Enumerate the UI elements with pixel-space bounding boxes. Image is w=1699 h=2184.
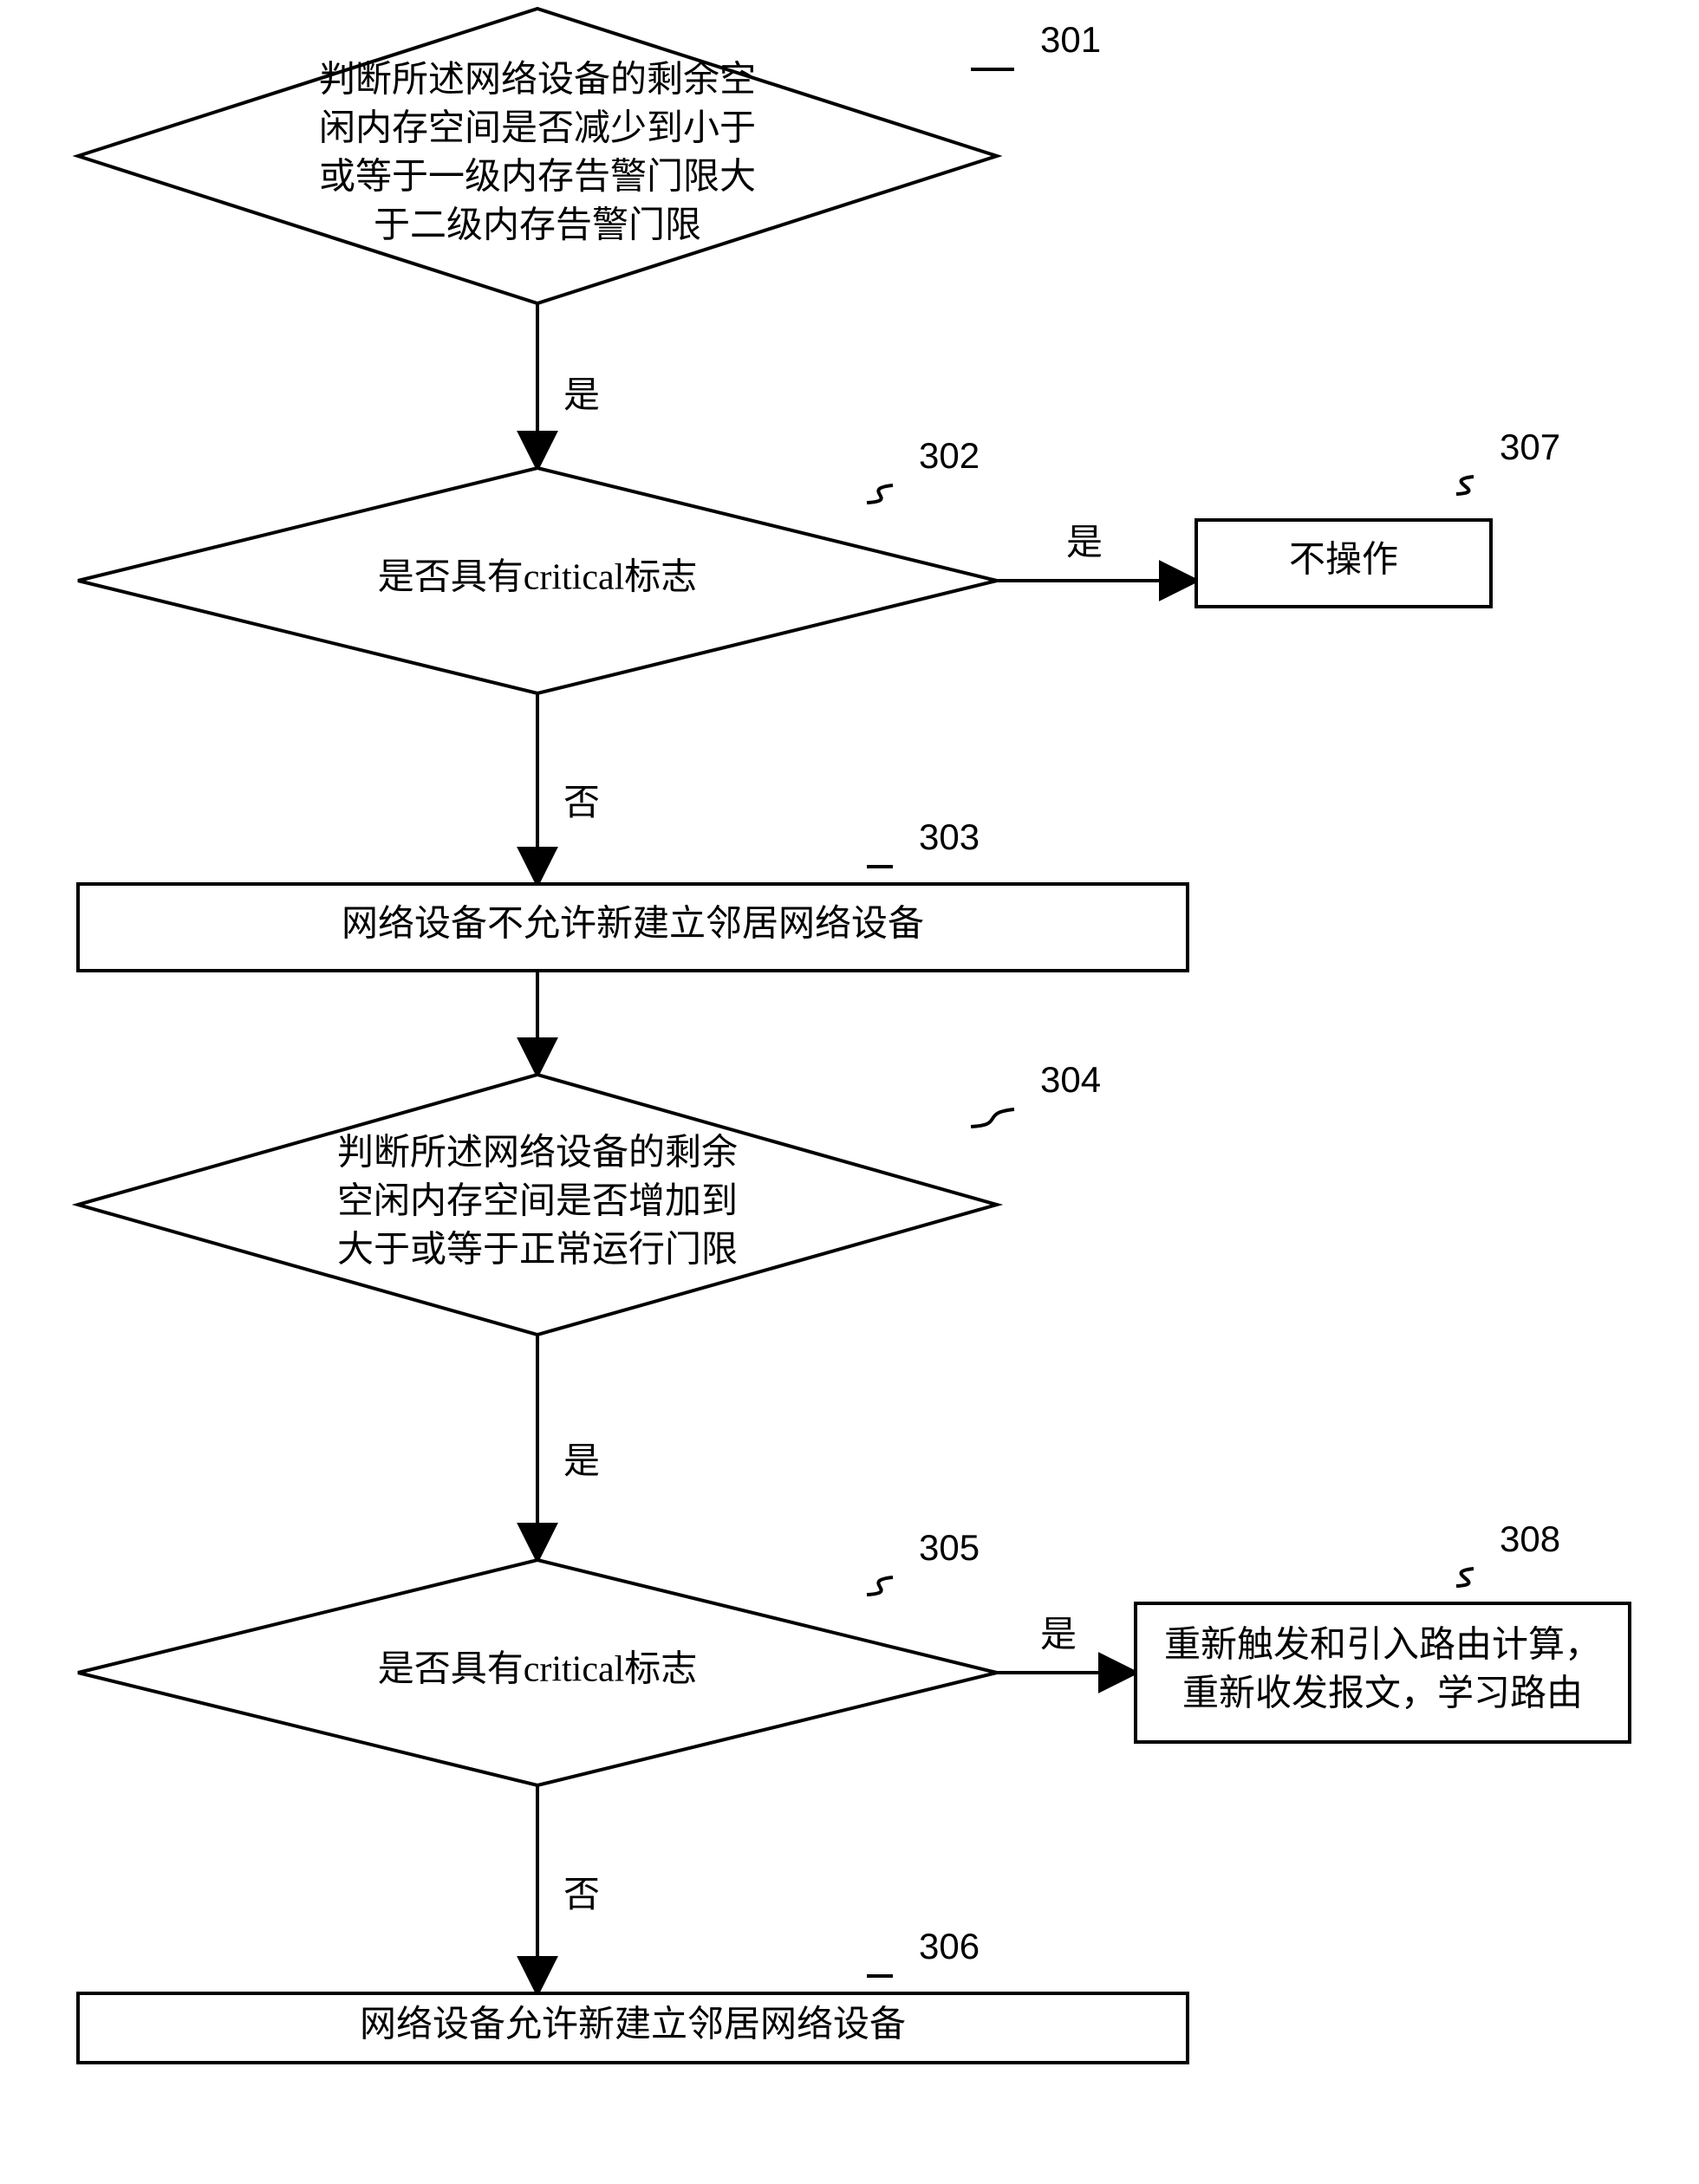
step-number: 307 — [1500, 426, 1560, 467]
node-text: 网络设备不允许新建立邻居网络设备 — [342, 904, 924, 945]
callout-curve — [1456, 477, 1474, 494]
node-text: 重新收发报文，学习路由 — [1182, 1674, 1583, 1714]
callout-curve — [867, 485, 893, 503]
rect — [1136, 1603, 1630, 1742]
edge-label: 是 — [563, 1442, 600, 1482]
node-n307: 不操作 — [1196, 520, 1491, 607]
node-n301: 判断所述网络设备的剩余空闲内存空间是否减少到小于或等于一级内存告警门限大于二级内… — [78, 9, 997, 303]
flowchart-canvas: 是否是是是否判断所述网络设备的剩余空闲内存空间是否减少到小于或等于一级内存告警门… — [0, 0, 1699, 2184]
edge-label: 是 — [1066, 523, 1103, 563]
step-number: 301 — [1040, 19, 1101, 60]
node-text: 或等于一级内存告警门限大 — [319, 158, 756, 198]
step-number: 306 — [919, 1926, 980, 1966]
edge-label: 是 — [1040, 1615, 1077, 1655]
node-text: 是否具有critical标志 — [378, 558, 698, 598]
diamond — [78, 9, 997, 303]
node-text: 大于或等于正常运行门限 — [337, 1231, 738, 1271]
step-number: 305 — [919, 1527, 980, 1568]
edge-label: 是 — [563, 376, 600, 416]
node-text: 是否具有critical标志 — [378, 1650, 698, 1690]
node-n306: 网络设备允许新建立邻居网络设备 — [78, 1993, 1188, 2063]
callout-curve — [971, 1109, 1014, 1127]
node-text: 闲内存空间是否减少到小于 — [319, 108, 756, 149]
edge-label: 否 — [563, 1875, 600, 1915]
node-text: 不操作 — [1289, 541, 1398, 581]
node-n304: 判断所述网络设备的剩余空闲内存空间是否增加到大于或等于正常运行门限 — [78, 1075, 997, 1335]
node-text: 判断所述网络设备的剩余 — [337, 1133, 738, 1173]
node-text: 重新触发和引入路由计算， — [1164, 1626, 1601, 1666]
node-n303: 网络设备不允许新建立邻居网络设备 — [78, 884, 1188, 971]
callout-curve — [867, 1577, 893, 1595]
step-number: 303 — [919, 816, 980, 857]
edge-label: 否 — [563, 783, 600, 823]
step-number: 308 — [1500, 1518, 1560, 1559]
node-text: 网络设备允许新建立邻居网络设备 — [360, 2005, 906, 2045]
nodes-layer: 判断所述网络设备的剩余空闲内存空间是否减少到小于或等于一级内存告警门限大于二级内… — [78, 9, 1630, 2063]
callout-curve — [1456, 1569, 1474, 1586]
node-text: 判断所述网络设备的剩余空 — [319, 60, 756, 101]
node-text: 空闲内存空间是否增加到 — [337, 1181, 738, 1222]
step-number: 304 — [1040, 1059, 1101, 1100]
node-n305: 是否具有critical标志 — [78, 1560, 997, 1785]
node-text: 于二级内存告警门限 — [374, 206, 701, 246]
node-n302: 是否具有critical标志 — [78, 468, 997, 693]
node-n308: 重新触发和引入路由计算， 重新收发报文，学习路由 — [1136, 1603, 1630, 1742]
step-number: 302 — [919, 435, 980, 476]
